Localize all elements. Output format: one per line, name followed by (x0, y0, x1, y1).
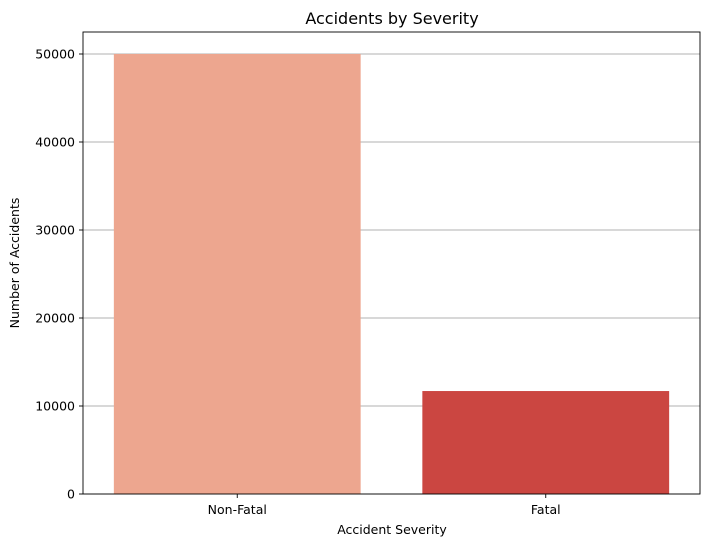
x-axis-ticks: Non-Fatal Fatal (208, 494, 561, 517)
y-tick-label: 40000 (35, 135, 75, 150)
y-axis-label: Number of Accidents (7, 198, 22, 329)
plot-frame (82, 31, 701, 495)
bar-non-fatal (113, 54, 361, 494)
y-tick-label: 0 (67, 487, 75, 502)
y-tick-label: 30000 (35, 223, 75, 238)
y-tick-label: 50000 (35, 47, 75, 62)
y-axis-ticks: 0 10000 20000 30000 40000 50000 (35, 47, 83, 502)
y-tick-label: 10000 (35, 399, 75, 414)
y-tick-label: 20000 (35, 311, 75, 326)
bars (113, 54, 670, 494)
x-tick-label: Fatal (531, 502, 561, 517)
x-axis-label: Accident Severity (337, 522, 447, 537)
chart-title: Accidents by Severity (305, 9, 478, 28)
x-tick-label: Non-Fatal (208, 502, 267, 517)
bar-fatal (422, 391, 670, 494)
